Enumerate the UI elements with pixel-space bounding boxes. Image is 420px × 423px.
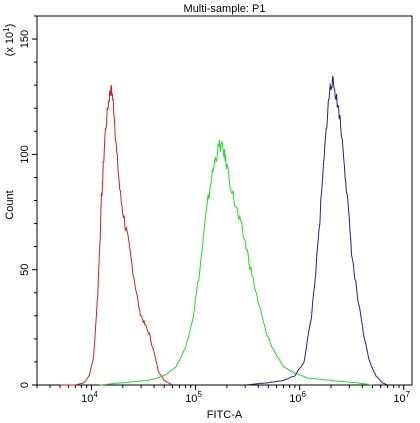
- x-tick-label: 105: [185, 390, 202, 405]
- y-tick-label: 150: [19, 30, 31, 48]
- x-tick-label: 104: [81, 390, 98, 405]
- y-axis-multiplier: (x 101): [2, 24, 16, 57]
- x-tick-label: 107: [393, 390, 410, 405]
- y-tick-label: 100: [19, 145, 31, 163]
- y-tick-label: 0: [19, 382, 31, 388]
- plot-frame: [36, 15, 413, 386]
- x-axis-title: FITC-A: [207, 409, 243, 421]
- histogram-series-line: [99, 139, 373, 386]
- chart-title: Multi-sample: P1: [184, 3, 266, 15]
- histogram-series-line: [60, 84, 173, 386]
- histogram-series-line: [245, 75, 388, 386]
- x-tick-label: 106: [289, 390, 306, 405]
- y-axis-title: Count: [4, 190, 16, 219]
- y-tick-label: 50: [19, 264, 31, 276]
